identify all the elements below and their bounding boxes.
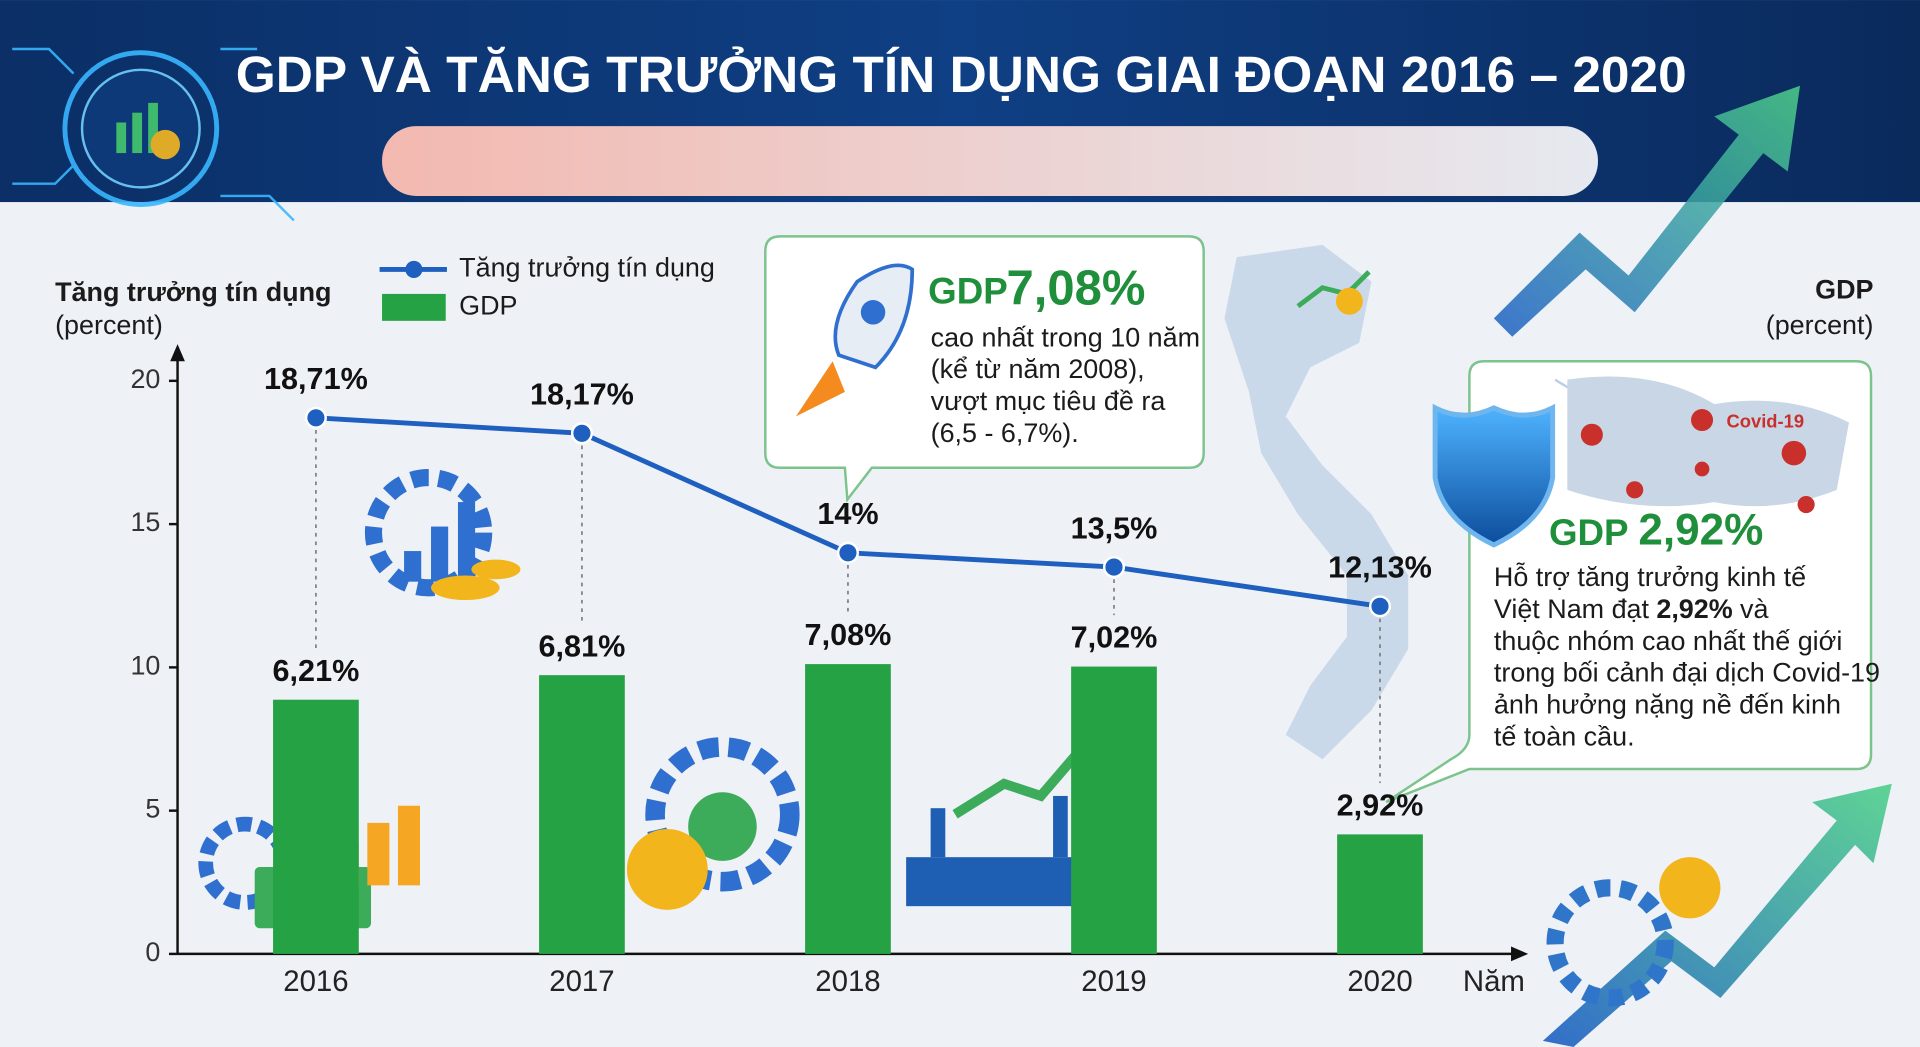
y-tick-label: 5 xyxy=(145,794,160,824)
y-axis-title: Tăng trưởng tín dụng xyxy=(55,277,331,307)
annotation-text: thuộc nhóm cao nhất thế giới xyxy=(1494,626,1842,656)
annotation-2018: GDP 7,08% xyxy=(928,261,1145,315)
annotation-text: 2,92% xyxy=(1656,594,1732,624)
credit-point xyxy=(836,541,859,564)
x-tick-label: 2017 xyxy=(549,965,614,998)
annotation-line: Hỗ trợ tăng trưởng kinh tế xyxy=(1494,561,1806,592)
annotation-2020: GDP 2,92% Covid-19 xyxy=(1549,410,1804,554)
annotation-title: GDP xyxy=(1549,512,1629,553)
annotation-line: vượt mục tiêu đề ra xyxy=(931,386,1166,416)
legend: Tăng trưởng tín dụng GDP xyxy=(379,253,715,321)
annotation-line: tế toàn cầu. xyxy=(1494,722,1635,752)
annotation-text: Việt Nam đạt xyxy=(1494,594,1650,624)
bar-value-label: 6,81% xyxy=(539,629,626,663)
callout-2020 xyxy=(1385,360,1873,804)
y-tick-label: 15 xyxy=(130,507,160,537)
vietnam-map xyxy=(1224,244,1409,760)
gdp-bar xyxy=(1071,666,1157,954)
x-tick-label: 2020 xyxy=(1347,965,1412,998)
line-value-label: 18,17% xyxy=(530,378,634,412)
annotation-line: Việt Nam đạt 2,92% và xyxy=(1494,594,1769,624)
annotation-text: ảnh hưởng nặng nề đến kinh xyxy=(1494,690,1841,720)
annotation-text: và xyxy=(1740,594,1768,624)
line-value-label: 14% xyxy=(817,497,878,531)
annotation-line: trong bối cảnh đại dịch Covid-19 xyxy=(1494,658,1880,688)
annotation-badge: Covid-19 xyxy=(1727,410,1805,431)
annotation-text: tế toàn cầu. xyxy=(1494,722,1635,752)
y2-axis-unit: (percent) xyxy=(1766,310,1874,340)
credit-point xyxy=(1368,595,1392,618)
x-axis-arrow xyxy=(1511,946,1529,962)
header-decoration xyxy=(12,47,295,222)
y-tick-label: 0 xyxy=(145,937,160,967)
gdp-bar xyxy=(539,675,625,954)
credit-point xyxy=(570,422,593,445)
bar-value-label: 7,08% xyxy=(805,618,892,652)
gdp-bar xyxy=(1337,834,1423,954)
y-tick-label: 20 xyxy=(130,364,160,394)
annotation-line: (kể từ năm 2008), xyxy=(931,354,1145,384)
annotation-line: (6,5 - 6,7%). xyxy=(931,418,1079,448)
y-axis-unit: (percent) xyxy=(55,310,163,340)
growth-arrows xyxy=(1493,85,1892,1047)
annotation-value: 7,08% xyxy=(1007,261,1146,315)
legend-label: GDP xyxy=(459,290,517,320)
bar-value-label: 6,21% xyxy=(273,654,360,688)
subtitle-pill xyxy=(382,126,1598,196)
x-tick-label: 2018 xyxy=(815,965,880,998)
line-value-label: 13,5% xyxy=(1071,511,1158,545)
bar-value-label: 2,92% xyxy=(1337,789,1424,823)
gdp-bar xyxy=(273,699,359,954)
annotation-title: GDP xyxy=(928,271,1008,312)
y-tick-label: 10 xyxy=(130,650,160,680)
annotation-line: thuộc nhóm cao nhất thế giới xyxy=(1494,626,1842,656)
annotation-text: Hỗ trợ tăng trưởng kinh tế xyxy=(1494,561,1806,592)
callout-2018 xyxy=(764,235,1205,503)
x-tick-label: 2016 xyxy=(283,965,348,998)
line-value-label: 18,71% xyxy=(264,362,368,396)
credit-point xyxy=(1102,556,1125,579)
chart-title: GDP VÀ TĂNG TRƯỞNG TÍN DỤNG GIAI ĐOẠN 20… xyxy=(236,45,1687,103)
line-value-label: 12,13% xyxy=(1328,551,1432,585)
x-axis-title: Năm xyxy=(1463,965,1525,998)
legend-marker xyxy=(405,260,423,278)
annotation-text: trong bối cảnh đại dịch Covid-19 xyxy=(1494,658,1880,688)
legend-bar-swatch xyxy=(382,293,446,321)
y2-axis-title: GDP xyxy=(1815,275,1873,305)
y-axis-arrow xyxy=(170,344,185,362)
legend-label: Tăng trưởng tín dụng xyxy=(459,253,715,283)
annotation-value: 2,92% xyxy=(1638,505,1763,554)
gdp-bar xyxy=(805,664,891,954)
x-tick-label: 2019 xyxy=(1081,965,1146,998)
annotation-line: ảnh hưởng nặng nề đến kinh xyxy=(1494,690,1841,720)
annotation-line: cao nhất trong 10 năm xyxy=(931,322,1200,352)
credit-point xyxy=(304,406,327,429)
bar-value-label: 7,02% xyxy=(1071,621,1158,655)
